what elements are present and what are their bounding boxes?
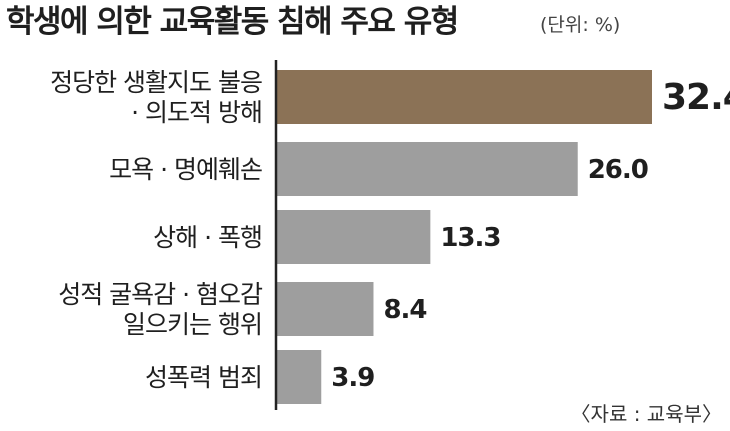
category-label-1: 모욕 · 명예훼손 (109, 155, 262, 184)
bar-1 (276, 142, 578, 196)
category-label-3-line-1: 일으키는 행위 (123, 310, 262, 339)
source-label: 〈자료 : 교육부〉 (571, 402, 722, 426)
bar-3 (276, 282, 374, 336)
category-label-0-line-1: · 의도적 방해 (131, 98, 262, 127)
bar-4 (276, 350, 322, 404)
bars-layer (276, 70, 652, 404)
category-label-2: 상해 · 폭행 (153, 223, 262, 252)
labels-layer: 32.4 정당한 생활지도 불응· 의도적 방해 26.0 모욕 · 명예훼손 13.3… (50, 68, 730, 393)
bar-2 (276, 210, 431, 264)
chart-title: 학생에 의한 교육활동 침해 주요 유형 (6, 4, 458, 40)
bar-value-label-3: 8.4 (383, 295, 426, 325)
category-label-0-line-0: 정당한 생활지도 불응 (50, 68, 262, 97)
bar-0 (276, 70, 652, 124)
unit-label: (단위: %) (540, 14, 620, 36)
bar-value-label-2: 13.3 (440, 223, 500, 253)
category-label-3-line-0: 성적 굴욕감 · 혐오감 (58, 280, 263, 309)
bar-value-label-0: 32.4 (662, 77, 730, 118)
bar-value-label-1: 26.0 (588, 155, 648, 185)
category-label-4: 성폭력 범죄 (145, 363, 262, 392)
bar-value-label-4: 3.9 (331, 363, 374, 393)
